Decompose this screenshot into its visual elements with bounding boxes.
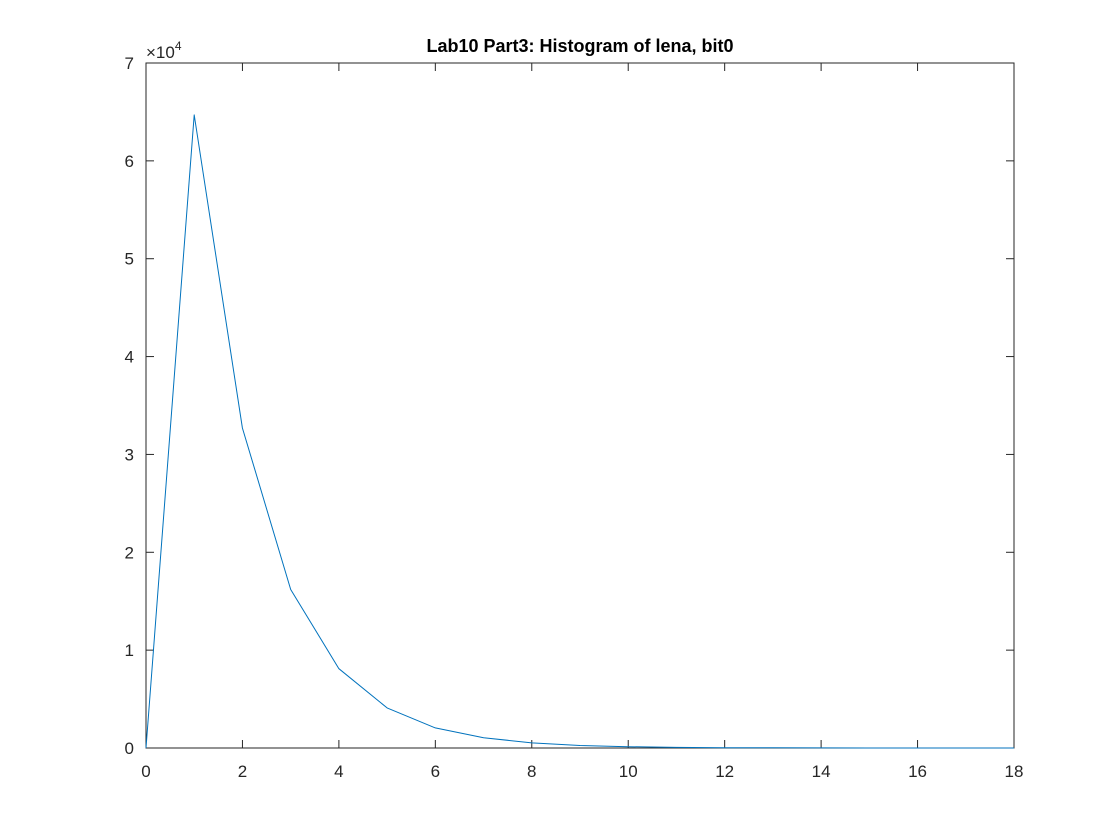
y-exponent-label: ×104 [146, 39, 182, 62]
y-axis-ticks: 0 1 2 3 4 5 6 7 [125, 54, 1014, 758]
y-tick-label: 2 [125, 543, 134, 562]
y-tick-label: 3 [125, 445, 134, 464]
y-exponent-power: 4 [175, 39, 182, 53]
plot-frame [145, 62, 1015, 749]
y-tick-label: 1 [125, 641, 134, 660]
x-tick-label: 10 [619, 762, 638, 781]
y-exponent-base: ×10 [146, 43, 175, 62]
series-line [145, 114, 1014, 749]
series-layer [145, 114, 1014, 749]
x-axis-ticks: 0 2 4 6 8 10 12 14 16 18 [141, 63, 1023, 781]
x-tick-label: 18 [1005, 762, 1024, 781]
y-tick-label: 7 [125, 54, 134, 73]
x-tick-label: 2 [238, 762, 247, 781]
x-tick-label: 16 [908, 762, 927, 781]
x-tick-label: 6 [431, 762, 440, 781]
y-tick-label: 4 [125, 348, 134, 367]
x-tick-label: 12 [715, 762, 734, 781]
chart-title: Lab10 Part3: Histogram of lena, bit0 [426, 36, 733, 56]
x-tick-label: 4 [334, 762, 343, 781]
y-tick-label: 6 [125, 152, 134, 171]
y-tick-label: 0 [125, 739, 134, 758]
y-tick-label: 5 [125, 250, 134, 269]
x-tick-label: 0 [141, 762, 150, 781]
x-tick-label: 14 [812, 762, 831, 781]
x-tick-label: 8 [527, 762, 536, 781]
